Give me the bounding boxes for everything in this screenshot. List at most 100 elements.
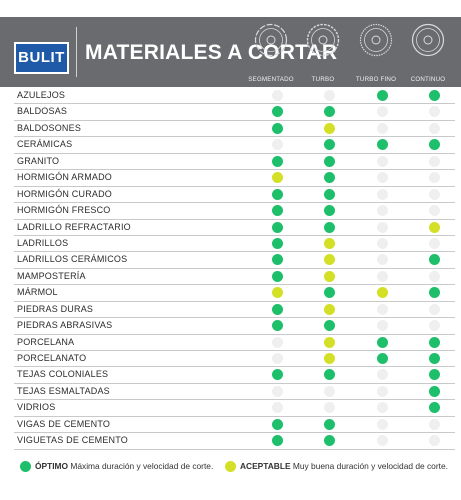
table-row: PIEDRAS DURAS	[14, 302, 455, 319]
optimo-status-dot	[324, 320, 335, 332]
optimo-status-dot	[272, 254, 283, 266]
table-row: PORCELANATO	[14, 351, 455, 368]
empty-status-dot	[377, 418, 388, 430]
material-label: GRANITO	[17, 155, 60, 166]
page-title: MATERIALES A CORTAR	[85, 41, 338, 64]
aceptable-status-dot	[324, 270, 335, 282]
optimo-legend-dot	[20, 461, 31, 472]
optimo-status-dot	[429, 336, 440, 348]
empty-status-dot	[429, 172, 440, 184]
optimo-status-dot	[429, 353, 440, 364]
table-row: VIGUETAS DE CEMENTO	[14, 433, 455, 450]
optimo-status-dot	[324, 287, 335, 299]
continuous-blade-icon	[411, 23, 445, 57]
empty-status-dot	[429, 418, 440, 430]
material-label: VIGAS DE CEMENTO	[17, 418, 111, 429]
column-header-turbo-fino: TURBO FINO	[355, 76, 397, 83]
optimo-status-dot	[429, 385, 440, 397]
aceptable-status-dot	[324, 303, 335, 315]
empty-status-dot	[377, 106, 388, 118]
legend-optimo: ÓPTIMO Máxima duración y velocidad de co…	[35, 461, 213, 471]
table-row: TEJAS COLONIALES	[14, 367, 455, 384]
optimo-status-dot	[272, 188, 283, 200]
empty-status-dot	[377, 270, 388, 282]
empty-status-dot	[429, 270, 440, 282]
column-header-turbo: TURBO	[311, 76, 335, 83]
table-row: AZULEJOS	[14, 88, 455, 105]
empty-status-dot	[272, 139, 283, 151]
optimo-status-dot	[429, 402, 440, 414]
empty-status-dot	[377, 303, 388, 315]
material-label: HORMIGÓN CURADO	[17, 188, 112, 199]
material-label: BALDOSONES	[17, 122, 82, 133]
table-row: PORCELANA	[14, 335, 455, 351]
optimo-status-dot	[272, 303, 283, 315]
material-label: HORMIGÓN FRESCO	[17, 205, 111, 216]
table-row: HORMIGÓN FRESCO	[14, 203, 455, 220]
legend-optimo-label: ÓPTIMO	[35, 461, 69, 471]
empty-status-dot	[377, 237, 388, 249]
empty-status-dot	[272, 90, 283, 101]
table-row: TEJAS ESMALTADAS	[14, 384, 455, 401]
materials-table: AZULEJOS BALDOSAS BALDOSONES CERÁMICAS GRANI…	[14, 88, 455, 450]
material-label: TEJAS COLONIALES	[17, 369, 109, 380]
empty-status-dot	[377, 402, 388, 414]
empty-status-dot	[272, 385, 283, 397]
table-row: BALDOSAS	[14, 104, 455, 121]
material-label: HORMIGÓN ARMADO	[17, 172, 113, 183]
turbo-fino-blade-icon	[359, 23, 393, 57]
table-row: LADRILLO REFRACTARIO	[14, 220, 455, 236]
empty-status-dot	[377, 188, 388, 200]
empty-status-dot	[377, 385, 388, 397]
material-label: VIGUETAS DE CEMENTO	[17, 435, 128, 446]
optimo-status-dot	[324, 155, 335, 167]
optimo-status-dot	[377, 90, 388, 101]
blade-continuo: CONTINUO	[402, 23, 454, 89]
material-label: MÁRMOL	[17, 287, 58, 298]
column-header-segmentado: SEGMENTADO	[248, 76, 294, 83]
empty-status-dot	[429, 106, 440, 118]
empty-status-dot	[377, 155, 388, 167]
material-label: PIEDRAS ABRASIVAS	[17, 320, 113, 331]
blade-segmentado: SEGMENTADO	[245, 23, 297, 89]
table-row: VIGAS DE CEMENTO	[14, 417, 455, 434]
table-row: LADRILLOS	[14, 236, 455, 253]
header-bar: BULIT MATERIALES A CORTAR SEGMENTADO TUR…	[0, 17, 461, 87]
legend-optimo-text: Máxima duración y velocidad de corte.	[70, 461, 214, 471]
blade-turbo: TURBO	[297, 23, 349, 89]
material-label: BALDOSAS	[17, 106, 68, 117]
aceptable-status-dot	[324, 254, 335, 266]
table-row: LADRILLOS CERÁMICOS	[14, 252, 455, 269]
legend: ÓPTIMO Máxima duración y velocidad de co…	[20, 460, 460, 474]
optimo-status-dot	[272, 418, 283, 430]
empty-status-dot	[429, 155, 440, 167]
legend-aceptable-text: Muy buena duración y velocidad de corte.	[292, 461, 448, 471]
table-row: VIDRIOS	[14, 400, 455, 417]
material-label: MAMPOSTERÍA	[17, 270, 86, 281]
empty-status-dot	[429, 188, 440, 200]
aceptable-status-dot	[324, 122, 335, 134]
optimo-status-dot	[272, 320, 283, 332]
optimo-status-dot	[272, 237, 283, 249]
optimo-status-dot	[429, 287, 440, 299]
optimo-status-dot	[324, 205, 335, 217]
material-label: PORCELANATO	[17, 353, 87, 363]
empty-status-dot	[429, 435, 440, 447]
optimo-status-dot	[272, 155, 283, 167]
optimo-status-dot	[324, 106, 335, 118]
empty-status-dot	[429, 237, 440, 249]
blade-turbo-fino: TURBO FINO	[350, 23, 402, 89]
optimo-status-dot	[272, 435, 283, 447]
empty-status-dot	[377, 320, 388, 332]
table-row: HORMIGÓN ARMADO	[14, 170, 455, 187]
optimo-status-dot	[377, 353, 388, 364]
optimo-status-dot	[377, 336, 388, 348]
empty-status-dot	[377, 122, 388, 134]
optimo-status-dot	[324, 172, 335, 184]
column-header-continuo: CONTINUO	[410, 76, 446, 83]
material-label: TEJAS ESMALTADAS	[17, 385, 110, 396]
empty-status-dot	[429, 205, 440, 217]
aceptable-status-dot	[324, 336, 335, 348]
material-label: LADRILLO REFRACTARIO	[17, 221, 131, 232]
optimo-status-dot	[272, 205, 283, 217]
